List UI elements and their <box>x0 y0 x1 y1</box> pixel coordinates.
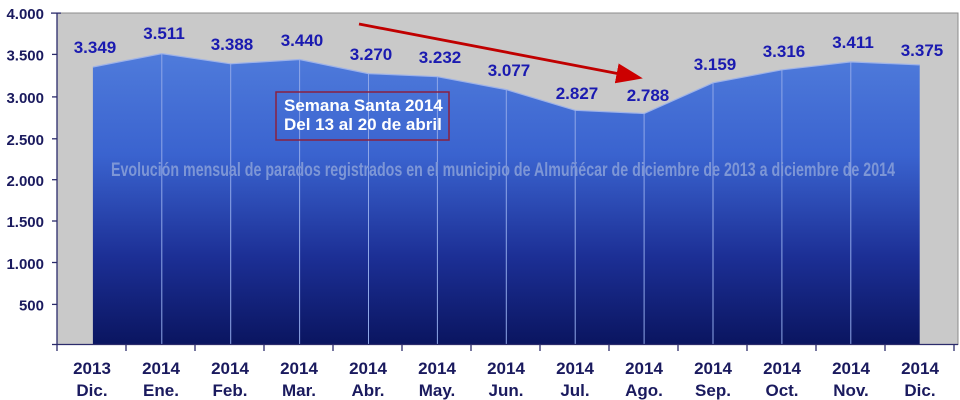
svg-text:Dic.: Dic. <box>904 381 935 400</box>
svg-text:4.000: 4.000 <box>6 6 44 23</box>
svg-text:Jul.: Jul. <box>560 381 589 400</box>
svg-text:3.440: 3.440 <box>281 31 324 50</box>
svg-text:3.388: 3.388 <box>211 35 254 54</box>
svg-text:Semana Santa 2014: Semana Santa 2014 <box>284 96 443 115</box>
svg-text:3.500: 3.500 <box>6 48 44 65</box>
svg-text:2.000: 2.000 <box>6 173 44 190</box>
svg-text:3.511: 3.511 <box>143 24 185 43</box>
svg-text:Del 13 al 20 de abril: Del 13 al 20 de abril <box>284 115 442 134</box>
svg-text:2013: 2013 <box>73 359 111 378</box>
svg-text:3.000: 3.000 <box>6 90 44 107</box>
svg-text:2014: 2014 <box>418 359 456 378</box>
svg-text:2014: 2014 <box>763 359 801 378</box>
svg-text:3.159: 3.159 <box>694 55 737 74</box>
svg-text:Oct.: Oct. <box>765 381 798 400</box>
svg-text:Dic.: Dic. <box>76 381 107 400</box>
svg-text:2014: 2014 <box>280 359 318 378</box>
svg-text:2014: 2014 <box>625 359 663 378</box>
svg-text:2.827: 2.827 <box>556 84 599 103</box>
svg-text:Nov.: Nov. <box>833 381 869 400</box>
svg-text:1.000: 1.000 <box>6 256 44 273</box>
svg-text:3.077: 3.077 <box>488 61 531 80</box>
svg-text:Feb.: Feb. <box>213 381 248 400</box>
svg-text:3.316: 3.316 <box>763 42 806 61</box>
svg-text:Jun.: Jun. <box>489 381 524 400</box>
svg-text:May.: May. <box>419 381 456 400</box>
svg-text:3.349: 3.349 <box>74 38 117 57</box>
svg-text:2.500: 2.500 <box>6 132 44 149</box>
svg-text:Ene.: Ene. <box>143 381 179 400</box>
svg-text:3.232: 3.232 <box>419 48 462 67</box>
svg-text:2014: 2014 <box>349 359 387 378</box>
svg-text:2014: 2014 <box>211 359 249 378</box>
svg-text:Abr.: Abr. <box>351 381 384 400</box>
svg-text:3.411: 3.411 <box>832 33 874 52</box>
svg-text:Mar.: Mar. <box>282 381 316 400</box>
svg-text:2014: 2014 <box>142 359 180 378</box>
svg-text:2014: 2014 <box>901 359 939 378</box>
svg-text:3.270: 3.270 <box>350 45 393 64</box>
svg-text:2014: 2014 <box>556 359 594 378</box>
svg-text:2014: 2014 <box>832 359 870 378</box>
svg-text:3.375: 3.375 <box>901 41 944 60</box>
svg-text:Sep.: Sep. <box>695 381 731 400</box>
svg-text:Ago.: Ago. <box>625 381 663 400</box>
svg-text:1.500: 1.500 <box>6 214 44 231</box>
svg-text:2014: 2014 <box>487 359 525 378</box>
svg-text:2.788: 2.788 <box>627 86 670 105</box>
svg-text:2014: 2014 <box>694 359 732 378</box>
svg-text:500: 500 <box>19 298 44 315</box>
svg-text:Evolución mensual de parados r: Evolución mensual de parados registrados… <box>111 160 895 181</box>
